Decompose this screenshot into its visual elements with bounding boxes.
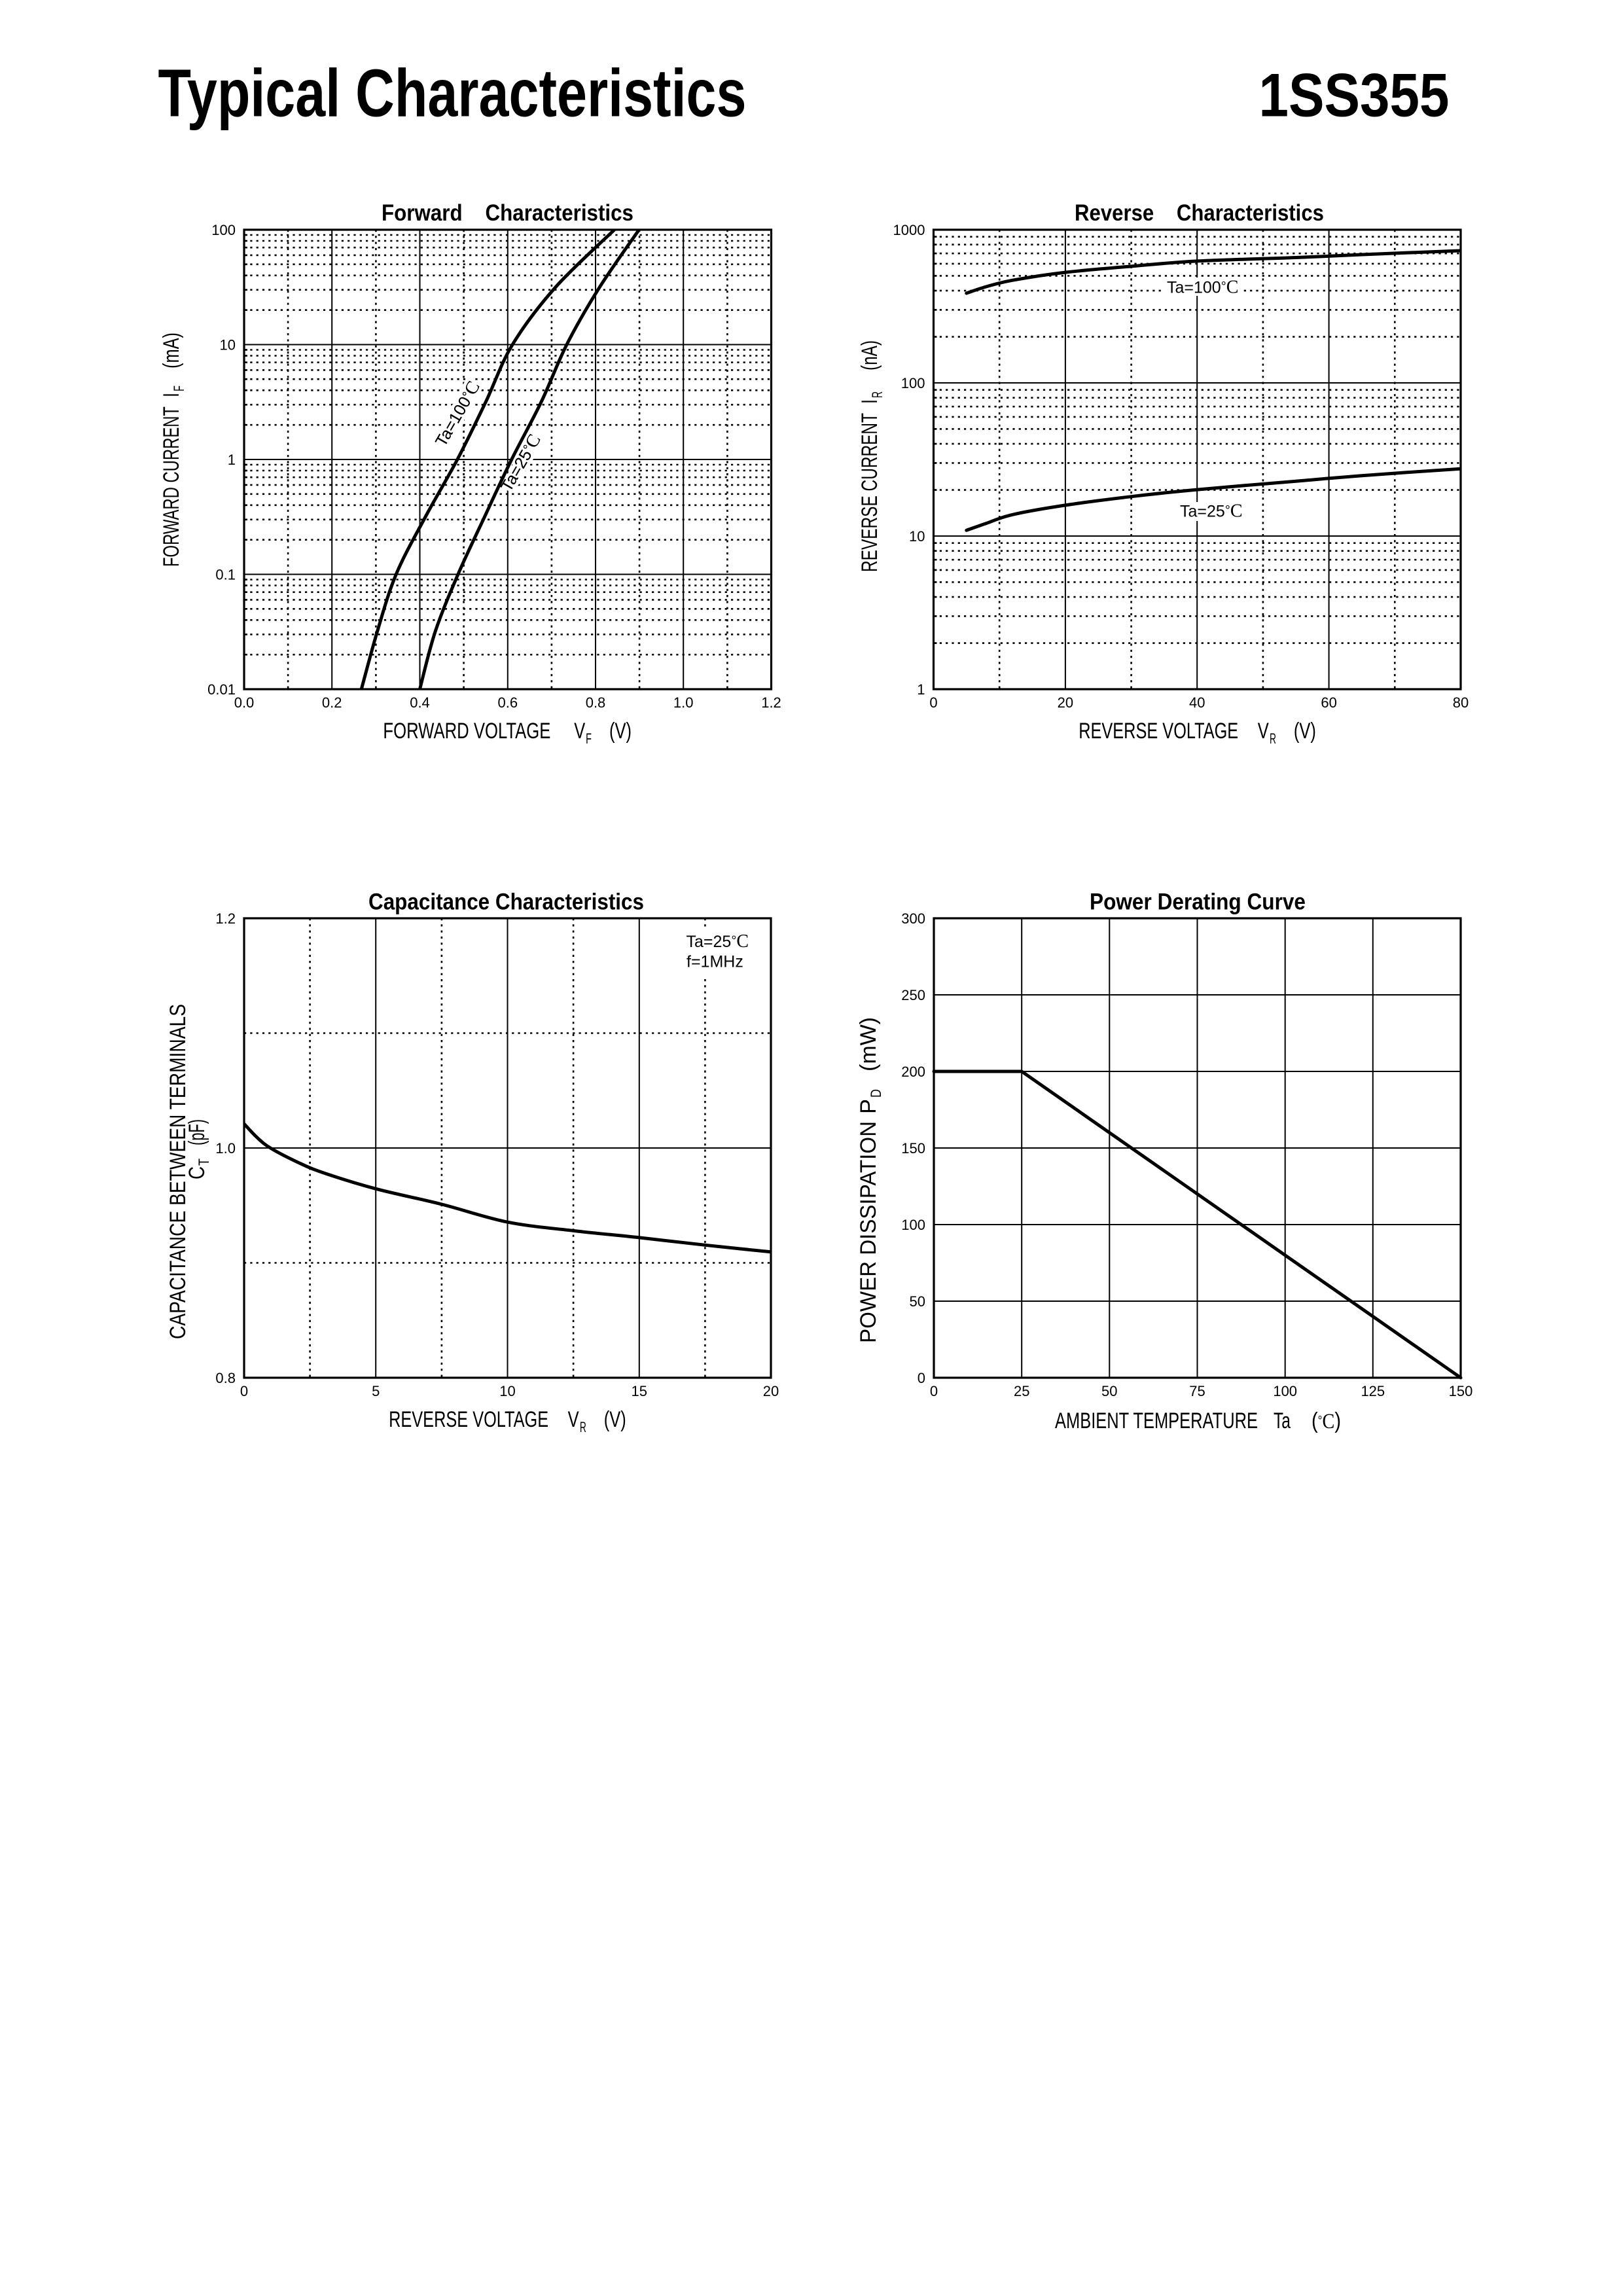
svg-text:Forward Characteristics: Forward Characteristics — [382, 200, 633, 226]
svg-text:40: 40 — [1189, 694, 1205, 711]
svg-text:Ta: Ta — [1274, 1408, 1291, 1433]
svg-text:250: 250 — [901, 987, 925, 1003]
svg-text:15: 15 — [632, 1383, 647, 1399]
svg-text:P: P — [856, 1099, 881, 1114]
svg-text:I: I — [857, 399, 882, 404]
svg-text:1: 1 — [228, 452, 236, 468]
svg-text:(pF): (pF) — [185, 1119, 209, 1145]
svg-text:25: 25 — [1014, 1383, 1029, 1399]
svg-text:100: 100 — [211, 222, 236, 238]
svg-text:CAPACITANCE BETWEEN TERMINALS: CAPACITANCE BETWEEN TERMINALS — [166, 1004, 190, 1339]
svg-text:0: 0 — [918, 1370, 925, 1386]
svg-text:FORWARD VOLTAGE: FORWARD VOLTAGE — [383, 719, 550, 744]
svg-text:0.8: 0.8 — [586, 694, 606, 711]
svg-text:1SS355: 1SS355 — [1259, 61, 1450, 130]
svg-text:20: 20 — [763, 1383, 779, 1399]
svg-text:F: F — [586, 730, 592, 747]
svg-text:R: R — [1270, 730, 1276, 747]
svg-text:T: T — [196, 1158, 212, 1166]
svg-text:REVERSE VOLTAGE: REVERSE VOLTAGE — [1079, 719, 1238, 744]
svg-text:150: 150 — [1449, 1383, 1473, 1399]
svg-text:I: I — [159, 393, 184, 397]
svg-text:Ta=100°C: Ta=100°C — [1167, 278, 1238, 298]
svg-text:150: 150 — [901, 1140, 925, 1157]
svg-text:80: 80 — [1453, 694, 1469, 711]
svg-text:10: 10 — [909, 528, 925, 545]
svg-text:V: V — [574, 719, 585, 744]
svg-text:0.6: 0.6 — [498, 694, 518, 711]
svg-text:(mA): (mA) — [159, 332, 184, 368]
svg-text:f=1MHz: f=1MHz — [687, 953, 743, 971]
svg-text:0.2: 0.2 — [322, 694, 342, 711]
svg-text:10: 10 — [220, 337, 236, 353]
svg-text:300: 300 — [901, 910, 925, 927]
svg-text:1.0: 1.0 — [673, 694, 694, 711]
svg-text:100: 100 — [901, 375, 925, 391]
svg-text:Ta=25°C: Ta=25°C — [1180, 501, 1243, 522]
svg-text:125: 125 — [1361, 1383, 1385, 1399]
svg-text:0: 0 — [929, 694, 937, 711]
svg-text:5: 5 — [372, 1383, 380, 1399]
svg-text:Capacitance Characteristics: Capacitance Characteristics — [368, 889, 644, 915]
svg-text:(nA): (nA) — [857, 340, 882, 370]
svg-text:R: R — [580, 1419, 586, 1435]
svg-text:100: 100 — [1273, 1383, 1297, 1399]
svg-text:1: 1 — [917, 681, 925, 698]
svg-text:REVERSE CURRENT: REVERSE CURRENT — [857, 413, 882, 572]
svg-text:F: F — [171, 386, 187, 391]
svg-text:(V): (V) — [609, 719, 632, 744]
svg-text:Power Derating Curve: Power Derating Curve — [1090, 889, 1306, 915]
svg-text:C: C — [185, 1166, 209, 1179]
svg-text:1.2: 1.2 — [761, 694, 781, 711]
svg-text:AMBIENT TEMPERATURE: AMBIENT TEMPERATURE — [1055, 1408, 1258, 1433]
svg-text:D: D — [868, 1089, 884, 1098]
svg-text:0.8: 0.8 — [215, 1370, 236, 1386]
svg-text:0.0: 0.0 — [234, 694, 255, 711]
svg-text:50: 50 — [910, 1293, 925, 1310]
svg-text:V: V — [1258, 719, 1269, 744]
svg-text:20: 20 — [1058, 694, 1073, 711]
svg-text:1.0: 1.0 — [215, 1140, 236, 1157]
svg-text:0: 0 — [240, 1383, 248, 1399]
svg-text:REVERSE VOLTAGE: REVERSE VOLTAGE — [389, 1407, 548, 1432]
svg-text:Typical Characteristics: Typical Characteristics — [158, 56, 747, 131]
svg-text:50: 50 — [1101, 1383, 1117, 1399]
svg-text:0.01: 0.01 — [207, 681, 236, 698]
svg-text:V: V — [568, 1407, 579, 1432]
svg-text:Ta=25°C: Ta=25°C — [687, 931, 749, 952]
svg-text:0.1: 0.1 — [215, 567, 236, 583]
svg-text:(V): (V) — [1294, 719, 1316, 744]
svg-text:FORWARD CURRENT: FORWARD CURRENT — [159, 406, 184, 567]
svg-text:0: 0 — [930, 1383, 938, 1399]
svg-text:60: 60 — [1321, 694, 1336, 711]
svg-text:R: R — [869, 391, 885, 398]
svg-text:1.2: 1.2 — [215, 910, 236, 927]
svg-text:(mW): (mW) — [856, 1017, 881, 1071]
svg-text:POWER DISSIPATION: POWER DISSIPATION — [856, 1121, 881, 1343]
svg-text:Reverse Characteristics: Reverse Characteristics — [1075, 200, 1324, 226]
svg-text:0.4: 0.4 — [410, 694, 430, 711]
svg-text:200: 200 — [901, 1064, 925, 1080]
svg-text:10: 10 — [499, 1383, 515, 1399]
svg-text:75: 75 — [1189, 1383, 1205, 1399]
svg-text:(V): (V) — [604, 1407, 626, 1432]
svg-text:1000: 1000 — [893, 222, 925, 238]
svg-text:100: 100 — [901, 1217, 925, 1233]
svg-text:(°C): (°C) — [1311, 1408, 1341, 1433]
